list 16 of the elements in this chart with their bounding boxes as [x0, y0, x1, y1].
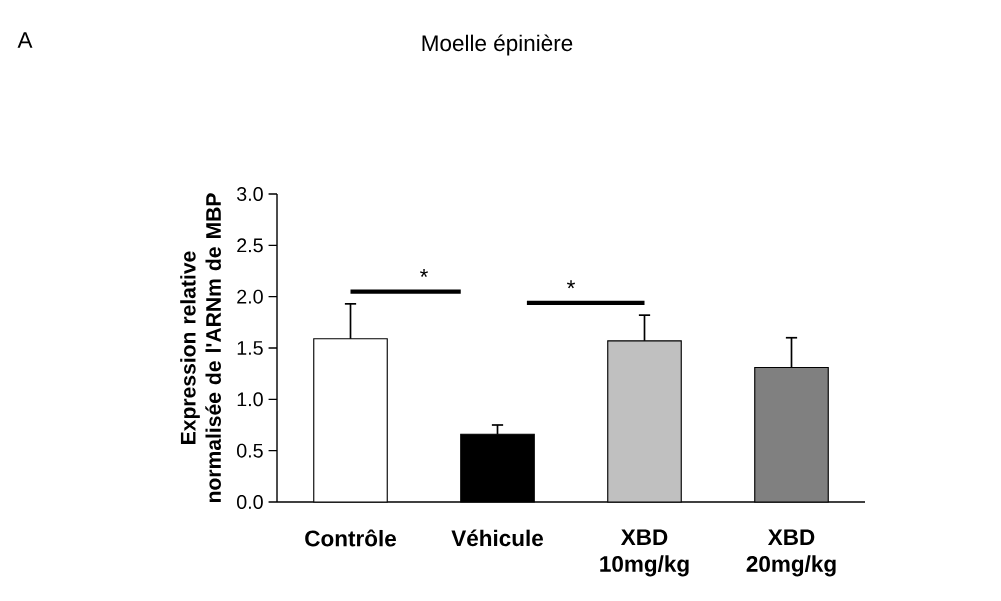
- x-tick-label: Véhicule: [451, 529, 543, 547]
- annotation: *: [566, 280, 576, 289]
- y-tick-label: 1.5: [237, 341, 263, 355]
- x-tick-label: XBD 20mg/kg: [746, 529, 836, 577]
- x-tick-label: Contrôle: [305, 529, 396, 547]
- y-tick-label: 1.0: [237, 392, 263, 407]
- chart-title: Moelle épinière: [422, 34, 573, 56]
- y-tick-label: 2.5: [237, 238, 263, 253]
- x-tick-label: XBD 10mg/kg: [600, 529, 689, 577]
- y-tick-label: 3.0: [236, 187, 263, 201]
- y-tick-label: 2.0: [237, 289, 263, 304]
- y-tick-label: 0.5: [237, 443, 263, 458]
- annotation: *: [419, 269, 429, 277]
- text: A: [17, 32, 33, 48]
- y-tick-label: 0.0: [237, 495, 263, 509]
- y-axis-title: Expression relative normalisée de l'ARNm de MBP: [180, 193, 221, 503]
